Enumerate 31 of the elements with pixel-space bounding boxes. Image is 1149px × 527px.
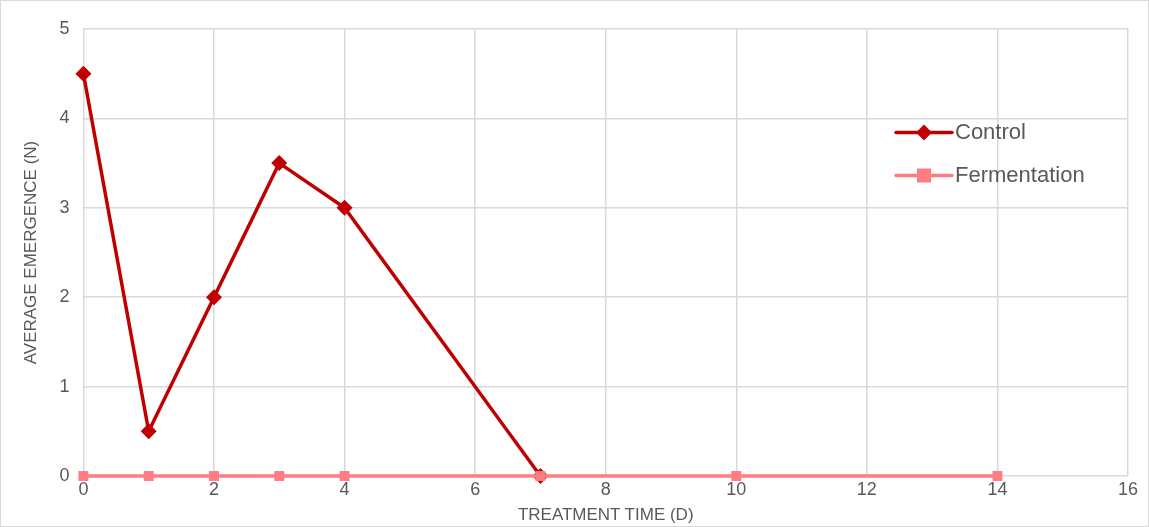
y-tick-label: 5 <box>59 17 70 38</box>
y-tick-label: 4 <box>59 107 70 128</box>
x-tick-label: 14 <box>987 478 1008 499</box>
legend-label: Control <box>955 118 1026 144</box>
point <box>339 471 350 481</box>
x-tick-label: 16 <box>1117 478 1139 499</box>
x-tick-label: 0 <box>78 478 89 499</box>
x-tick-label: 2 <box>208 478 219 499</box>
point <box>140 423 157 440</box>
x-tick-label: 8 <box>600 478 611 499</box>
point <box>992 471 1003 481</box>
y-axis-title: AVERAGE EMERGENCE (N) <box>20 140 40 365</box>
point <box>205 289 222 306</box>
x-tick-label: 6 <box>470 478 481 499</box>
point <box>731 471 742 481</box>
point <box>75 65 92 82</box>
point <box>271 155 288 172</box>
point <box>336 199 353 216</box>
y-tick-label: 1 <box>59 375 70 396</box>
x-tick-label: 4 <box>339 478 350 499</box>
y-tick-label: 3 <box>59 196 70 217</box>
y-tick-label: 2 <box>59 286 70 307</box>
y-tick-label: 0 <box>59 464 70 485</box>
point <box>274 471 285 481</box>
x-tick-label: 12 <box>856 478 877 499</box>
x-tick-label: 10 <box>726 478 747 499</box>
point <box>143 471 154 481</box>
x-axis-title: TREATMENT TIME (D) <box>517 505 694 525</box>
point <box>78 471 89 481</box>
legend-label: Fermentation <box>955 161 1085 187</box>
point <box>209 471 219 481</box>
